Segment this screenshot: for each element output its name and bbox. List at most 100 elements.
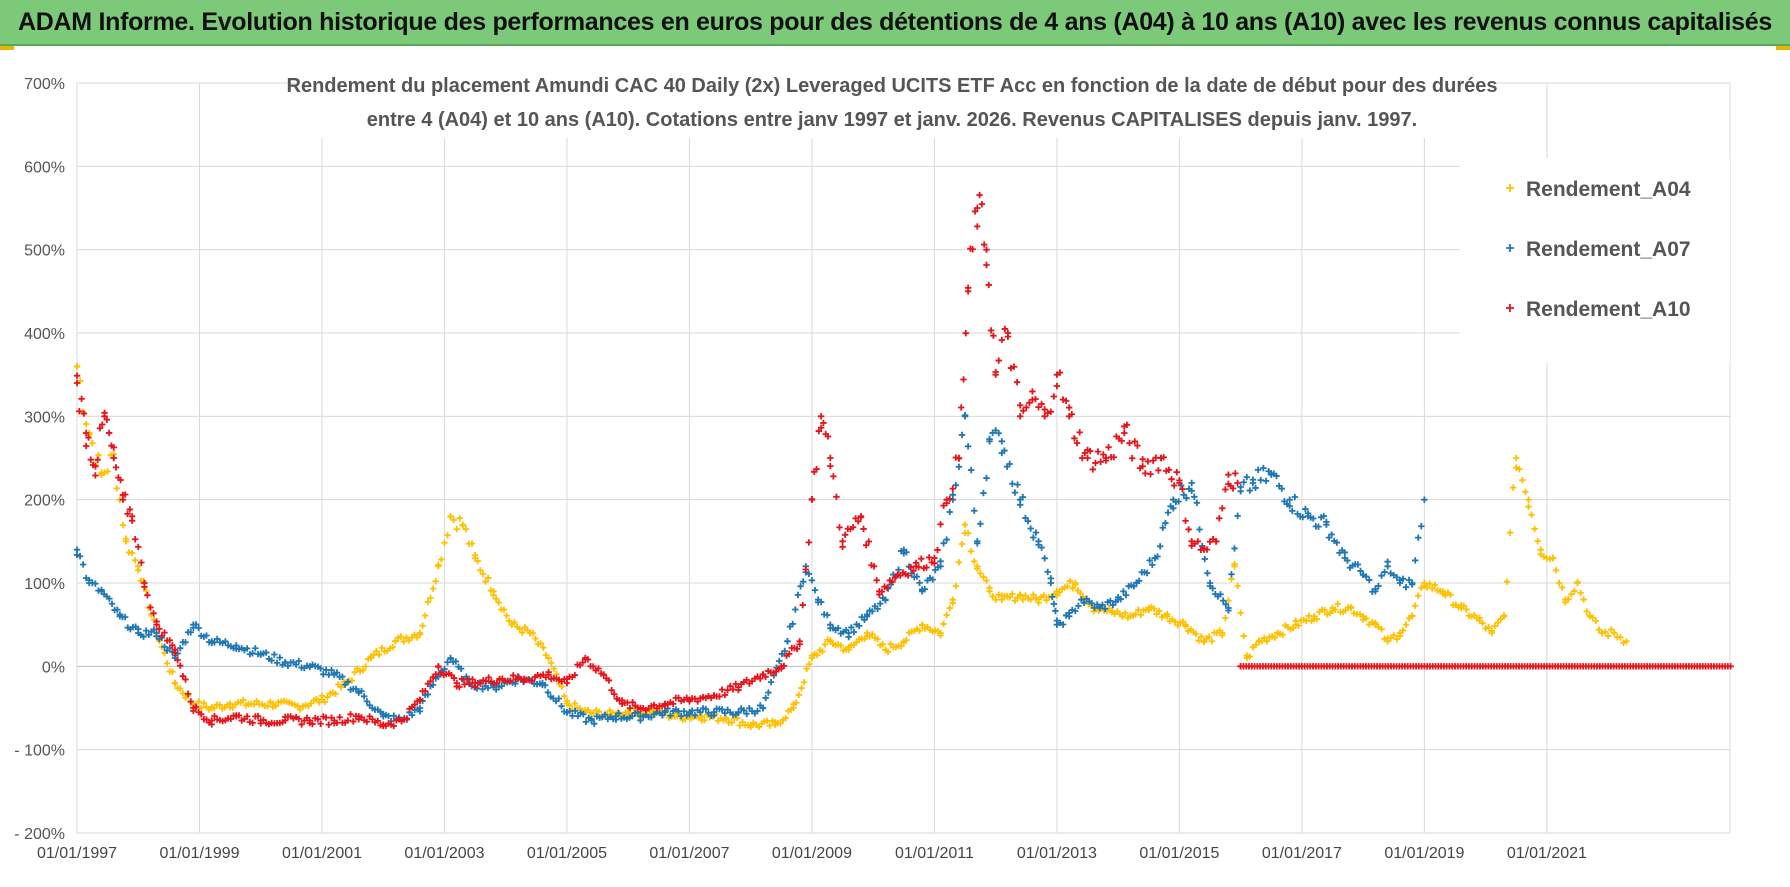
data-point (1071, 435, 1078, 442)
data-point (545, 671, 552, 678)
data-point (126, 506, 134, 513)
data-point (496, 675, 503, 683)
data-point (1016, 592, 1024, 599)
data-point (135, 629, 142, 637)
data-point (156, 625, 163, 633)
data-point (1170, 496, 1177, 503)
data-point (582, 654, 589, 662)
data-point (457, 665, 465, 672)
data-point (213, 635, 221, 643)
data-point (1222, 486, 1229, 493)
data-point (182, 639, 189, 646)
data-point (849, 524, 857, 531)
data-point (796, 638, 803, 645)
data-point (667, 712, 674, 719)
data-point (537, 640, 544, 647)
data-point (605, 677, 613, 684)
data-point (962, 329, 970, 337)
data-point (131, 536, 139, 543)
data-point (1096, 604, 1103, 612)
data-point (728, 719, 735, 726)
data-point (789, 620, 796, 628)
data-point (814, 596, 822, 603)
data-point (527, 629, 534, 637)
data-point (792, 699, 800, 706)
data-point (1128, 455, 1136, 462)
data-point (347, 711, 354, 718)
data-point (314, 715, 322, 723)
data-point (579, 659, 586, 666)
data-point (1118, 437, 1125, 445)
data-point (1323, 521, 1330, 528)
data-point (802, 566, 810, 573)
data-point (574, 712, 582, 720)
data-point (1617, 634, 1624, 641)
data-point (611, 690, 618, 698)
data-point (507, 677, 514, 685)
data-point (76, 553, 84, 560)
data-point (1574, 579, 1581, 587)
data-point (1321, 607, 1328, 614)
data-point (729, 686, 737, 693)
data-point (441, 665, 448, 673)
report-title: ADAM Informe. Evolution historique des p… (18, 7, 1772, 36)
data-point (110, 454, 117, 462)
data-point (874, 605, 881, 613)
data-point (106, 595, 113, 602)
y-tick-label: 0% (42, 659, 65, 676)
data-point (1255, 638, 1263, 645)
chart-title-box (295, 70, 1490, 138)
data-point (1246, 487, 1254, 494)
data-point (637, 704, 644, 712)
data-point (1354, 561, 1362, 568)
data-point (980, 573, 987, 581)
data-point (539, 679, 546, 687)
data-point (1240, 632, 1247, 640)
data-point (998, 438, 1005, 445)
data-point (113, 485, 121, 492)
data-point (328, 666, 335, 674)
data-point (355, 713, 362, 720)
data-point (82, 442, 90, 450)
data-point (743, 676, 750, 684)
data-point (1088, 600, 1096, 607)
data-point (824, 611, 831, 619)
data-point (485, 574, 492, 582)
data-point (718, 706, 726, 713)
x-tick-label: 01/01/1997 (37, 845, 117, 862)
data-point (135, 563, 142, 570)
x-tick-label: 01/01/2001 (282, 845, 362, 862)
data-point (1020, 407, 1027, 414)
data-point (876, 588, 883, 595)
x-tick-label: 01/01/2017 (1262, 845, 1342, 862)
data-point (588, 717, 595, 724)
data-point (1231, 545, 1238, 552)
data-point (983, 246, 990, 253)
data-point (441, 539, 448, 546)
data-point (1334, 600, 1341, 608)
data-point (590, 720, 598, 727)
data-point (661, 708, 669, 716)
data-point (721, 691, 729, 699)
data-point (1016, 402, 1024, 409)
data-point (1194, 538, 1201, 545)
data-point (971, 208, 979, 215)
data-point (462, 525, 470, 533)
data-point (110, 444, 117, 451)
data-point (958, 540, 966, 548)
data-point (208, 704, 215, 712)
data-point (969, 246, 976, 253)
data-point (1198, 633, 1205, 640)
data-point (1006, 594, 1013, 601)
data-point (295, 715, 303, 723)
data-point (813, 465, 820, 473)
data-point (80, 410, 88, 417)
data-point (1491, 622, 1499, 630)
data-point (273, 659, 281, 667)
data-point (318, 696, 326, 703)
data-point (1558, 584, 1566, 591)
data-point (718, 686, 726, 693)
chart-title-line-2: entre 4 (A04) et 10 ans (A10). Cotations… (367, 109, 1417, 131)
data-point (1176, 479, 1183, 487)
data-point (735, 708, 742, 716)
